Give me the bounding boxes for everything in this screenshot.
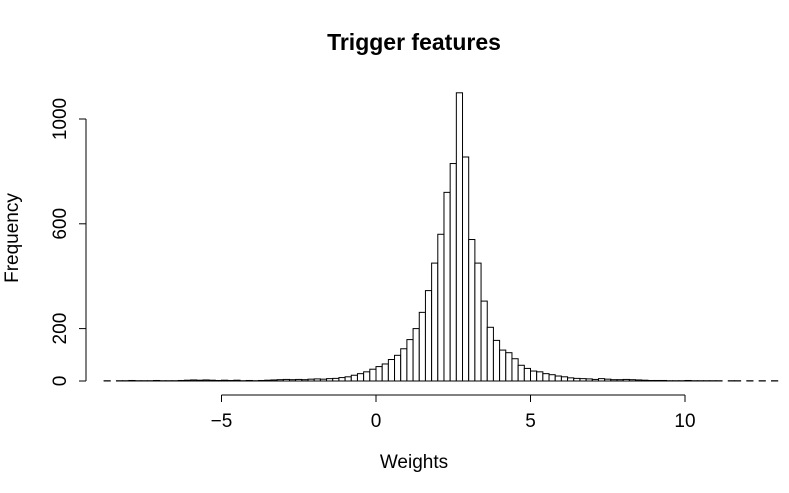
histogram-bar — [462, 156, 470, 382]
histogram-bar — [301, 379, 309, 382]
histogram-bar — [486, 326, 494, 382]
histogram-bar — [567, 377, 575, 382]
histogram-bar — [431, 262, 439, 382]
histogram-bar — [622, 378, 630, 382]
histogram-bar — [616, 379, 624, 382]
histogram-bar — [610, 379, 618, 382]
histogram-bar — [585, 378, 593, 382]
histogram-bar — [635, 379, 643, 382]
histogram-bar — [208, 379, 216, 382]
histogram-bar — [183, 379, 192, 382]
histogram-bar — [579, 378, 587, 382]
histogram-bar — [511, 358, 519, 382]
histogram-bar — [505, 352, 513, 382]
histogram-bar — [338, 377, 346, 382]
histogram-bar — [573, 377, 581, 382]
histogram-bar — [196, 379, 204, 382]
histogram-bar — [214, 379, 223, 382]
histogram-bar — [499, 349, 507, 382]
histogram-bar — [375, 366, 383, 382]
histogram-bar — [604, 378, 612, 382]
x-tick-label: 10 — [674, 411, 695, 432]
y-axis-label: Frequency — [2, 193, 23, 283]
x-tick-label: 0 — [371, 411, 382, 432]
histogram-bar — [480, 300, 488, 382]
histogram-bar — [468, 239, 476, 382]
histogram-bar — [128, 379, 136, 382]
histogram-bar — [258, 379, 266, 382]
y-tick-label: 600 — [50, 208, 71, 240]
histogram-bar — [542, 373, 550, 382]
histogram-bar — [295, 378, 303, 382]
histogram-bar — [270, 379, 278, 382]
histogram-bar — [406, 339, 414, 382]
histogram-bar — [344, 376, 352, 382]
histogram-bar — [455, 92, 464, 382]
histogram-bar — [474, 262, 482, 382]
histogram-bar — [307, 378, 315, 382]
histogram-bar — [288, 379, 297, 382]
y-tick-label: 200 — [50, 313, 71, 345]
histogram-bar — [554, 375, 562, 382]
histogram-bar — [548, 374, 556, 382]
histogram-bar — [400, 348, 408, 382]
histogram-bar — [536, 371, 544, 382]
histogram-bar — [523, 367, 532, 382]
histogram-bar — [190, 379, 198, 382]
x-tick-label: −5 — [211, 411, 233, 432]
histogram-bar — [153, 379, 161, 382]
x-tick-label: 5 — [525, 411, 536, 432]
histogram-bar — [227, 379, 235, 382]
chart-title: Trigger features — [327, 29, 501, 55]
y-tick-label: 0 — [50, 376, 71, 387]
histogram-bar — [233, 379, 241, 382]
histogram-bar — [492, 339, 501, 382]
histogram-bar — [418, 311, 426, 382]
histogram-bars — [103, 92, 779, 382]
histogram-bar — [659, 379, 667, 382]
histogram-bar — [369, 368, 377, 382]
histogram-bar — [221, 379, 229, 382]
histogram-bar — [443, 191, 451, 382]
histogram-bar — [202, 379, 210, 382]
histogram-bar — [245, 379, 253, 382]
histogram-bar — [560, 376, 569, 382]
histogram-bar — [387, 359, 396, 382]
histogram-bar — [517, 364, 525, 382]
histogram-bar — [530, 370, 538, 382]
histogram-bar — [177, 379, 185, 382]
histogram-bar — [412, 328, 420, 382]
histogram-bar — [319, 378, 328, 382]
histogram-bar — [313, 378, 321, 382]
histogram-bar — [363, 371, 371, 382]
histogram-bar — [653, 379, 661, 382]
y-tick-label: 1000 — [50, 98, 71, 140]
histogram-bar — [424, 290, 433, 382]
histogram-bar — [628, 379, 637, 382]
histogram-bar — [591, 378, 599, 382]
histogram-bar — [326, 378, 334, 382]
x-axis-label: Weights — [380, 452, 448, 473]
y-axis-ticks: 0 200 600 1000 — [50, 98, 86, 386]
histogram-bar — [332, 377, 340, 382]
histogram-bar — [647, 379, 655, 382]
histogram-bar — [381, 363, 389, 382]
histogram-bar — [394, 354, 402, 382]
histogram-bar — [437, 233, 445, 382]
histogram-bar — [641, 379, 649, 382]
histogram-bar — [276, 379, 284, 382]
histogram-bar — [282, 378, 290, 382]
histogram-bar — [449, 163, 457, 382]
histogram-bar — [684, 379, 692, 382]
histogram-bar — [356, 373, 365, 382]
histogram-bar — [350, 374, 358, 382]
histogram-bar — [264, 379, 272, 382]
histogram-bar — [597, 378, 606, 382]
x-axis-ticks: −5 0 5 10 — [211, 395, 696, 432]
